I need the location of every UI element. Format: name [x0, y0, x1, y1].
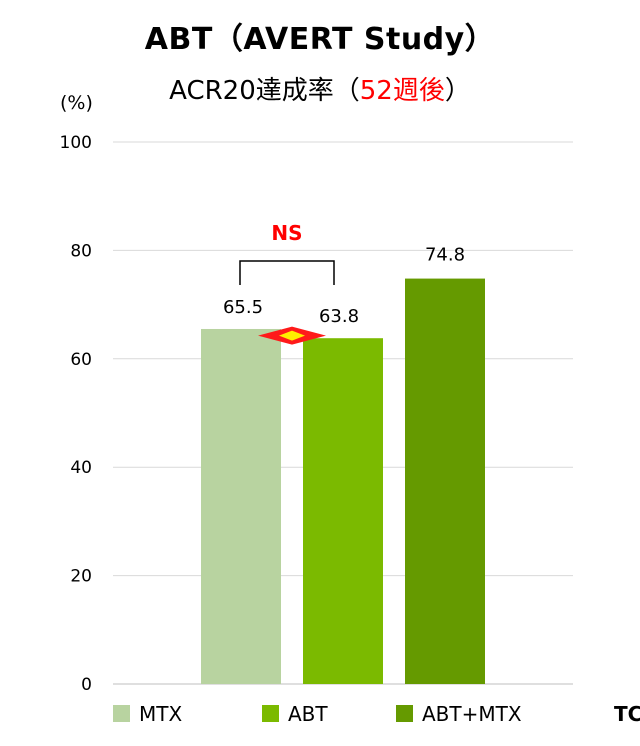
legend: MTX ABT ABT+MTX TC — [113, 702, 640, 726]
chart-subtitle: ACR20達成率（52週後） — [0, 70, 640, 107]
corner-text: TC — [614, 702, 640, 726]
legend-label-abt-mtx: ABT+MTX — [422, 702, 522, 726]
chart-title: ABT（AVERT Study） — [144, 22, 496, 57]
value-label-abt-mtx: 74.8 — [425, 245, 465, 266]
value-label-mtx: 65.5 — [223, 297, 263, 318]
significance-annotation: NS — [239, 221, 335, 345]
legend-swatch-abt-mtx — [396, 705, 413, 722]
ns-label: NS — [271, 221, 302, 245]
legend-label-mtx: MTX — [139, 702, 182, 726]
y-tick-20: 20 — [70, 567, 92, 587]
subtitle-suffix: ） — [444, 76, 471, 106]
bar-abt-mtx — [405, 278, 485, 684]
y-axis-unit: (%) — [60, 92, 93, 114]
y-tick-80: 80 — [70, 241, 92, 261]
value-label-abt: 63.8 — [319, 306, 359, 327]
y-tick-100: 100 — [60, 133, 92, 153]
bar-abt — [303, 338, 383, 684]
value-labels: 65.5 63.8 74.8 — [223, 245, 465, 328]
legend-swatch-abt — [262, 705, 279, 722]
subtitle-prefix: ACR20達成率（ — [169, 76, 360, 106]
legend-swatch-mtx — [113, 705, 130, 722]
y-tick-40: 40 — [70, 458, 92, 478]
legend-label-abt: ABT — [288, 702, 328, 726]
significance-bracket — [239, 260, 335, 285]
y-tick-labels: 0 20 40 60 80 100 — [60, 133, 92, 695]
subtitle-highlight: 52週後 — [359, 76, 445, 106]
y-tick-60: 60 — [70, 350, 92, 370]
bar-mtx — [201, 328, 281, 684]
y-tick-0: 0 — [81, 675, 92, 695]
bars — [201, 278, 485, 684]
diamond-center — [279, 330, 305, 341]
